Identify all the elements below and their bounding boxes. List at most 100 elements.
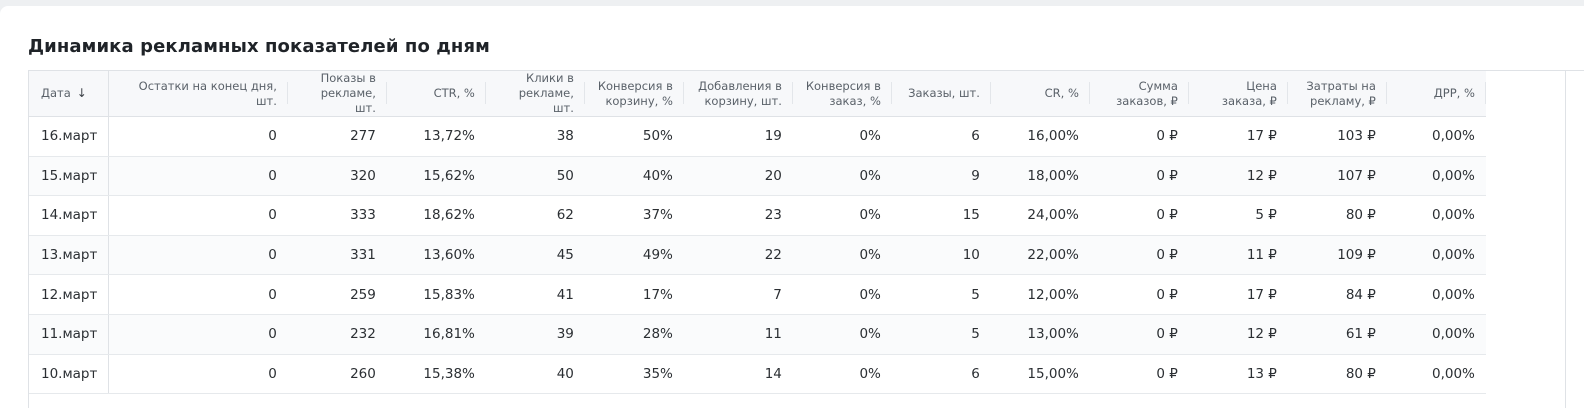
cell-order-conversion: 0% xyxy=(792,274,892,315)
cell-ad-impressions: 333 xyxy=(287,195,387,236)
column-header-label: Конверсия в корзину, % xyxy=(597,78,673,108)
column-header-ctr[interactable]: CTR, % xyxy=(386,71,486,117)
header-filler xyxy=(1485,71,1567,117)
cell-cart-additions: 14 xyxy=(683,354,793,395)
column-header-cr[interactable]: CR, % xyxy=(990,71,1090,117)
cell-date: 10.март xyxy=(29,354,110,395)
cell-cart-additions: 11 xyxy=(683,314,793,355)
column-divider[interactable] xyxy=(1286,82,1288,104)
cell-ad-clicks: 50 xyxy=(485,156,585,197)
cell-orders: 6 xyxy=(891,116,991,157)
cell-order-conversion: 0% xyxy=(792,116,892,157)
cell-orders-sum: 0 ₽ xyxy=(1089,195,1189,236)
column-header-label: Клики в рекламе, шт. xyxy=(518,71,574,115)
cell-drr: 0,00% xyxy=(1386,314,1486,355)
cell-cart-conversion: 17% xyxy=(584,274,684,315)
cell-cart-additions: 19 xyxy=(683,116,793,157)
column-header-ad-spend[interactable]: Затраты на рекламу, ₽ xyxy=(1287,71,1387,117)
cell-order-price: 12 ₽ xyxy=(1188,314,1288,355)
cell-ad-clicks: 62 xyxy=(485,195,585,236)
column-divider[interactable] xyxy=(583,82,585,104)
cell-ctr: 15,83% xyxy=(386,274,486,315)
column-header-drr[interactable]: ДРР, % xyxy=(1386,71,1486,117)
column-divider[interactable] xyxy=(890,82,892,104)
table-row: 11.март 0 232 16,81% 39 28% 11 0% 5 13,00% 0 ₽12 ₽… xyxy=(29,314,1567,355)
column-header-label: Затраты на рекламу, ₽ xyxy=(1306,78,1376,108)
cell-drr: 0,00% xyxy=(1386,354,1486,395)
cell-ctr: 15,62% xyxy=(386,156,486,197)
table-row: 13.март 0 331 13,60% 45 49% 22 0% 10 22,00% 0 ₽11 … xyxy=(29,235,1567,276)
column-divider[interactable] xyxy=(286,82,288,104)
column-divider[interactable] xyxy=(484,82,486,104)
cell-ad-clicks: 38 xyxy=(485,116,585,157)
column-header-orders-sum[interactable]: Сумма заказов, ₽ xyxy=(1089,71,1189,117)
column-header-cart-additions[interactable]: Добавления в корзину, шт. xyxy=(683,71,793,117)
column-divider[interactable] xyxy=(1187,82,1189,104)
cell-stock-end-of-day: 0 xyxy=(108,274,288,315)
column-divider[interactable] xyxy=(1385,82,1387,104)
cell-cr: 15,00% xyxy=(990,354,1090,395)
column-header-orders[interactable]: Заказы, шт. xyxy=(891,71,991,117)
cell-drr: 0,00% xyxy=(1386,195,1486,236)
column-divider[interactable] xyxy=(989,82,991,104)
cell-orders: 5 xyxy=(891,274,991,315)
cell-ad-spend: 80 ₽ xyxy=(1287,195,1387,236)
cell-cart-conversion: 28% xyxy=(584,314,684,355)
cell-ad-spend: 103 ₽ xyxy=(1287,116,1387,157)
column-header-order-conversion[interactable]: Конверсия в заказ, % xyxy=(792,71,892,117)
cell-orders-sum: 0 ₽ xyxy=(1089,116,1189,157)
cell-orders-sum: 0 ₽ xyxy=(1089,314,1189,355)
cell-cart-conversion: 49% xyxy=(584,235,684,276)
cell-ctr: 15,38% xyxy=(386,354,486,395)
cell-ad-impressions: 232 xyxy=(287,314,387,355)
sort-arrow-down-icon[interactable]: ↓ xyxy=(76,86,87,100)
cell-cr: 24,00% xyxy=(990,195,1090,236)
column-header-order-price[interactable]: Цена заказа, ₽ xyxy=(1188,71,1288,117)
cell-drr: 0,00% xyxy=(1386,274,1486,315)
cell-date: 15.март xyxy=(29,156,110,197)
column-header-label: ДРР, % xyxy=(1433,86,1475,100)
column-header-label: Заказы, шт. xyxy=(908,86,980,100)
column-header-label: Сумма заказов, ₽ xyxy=(1116,78,1178,108)
column-divider[interactable] xyxy=(385,82,387,104)
cell-order-price: 12 ₽ xyxy=(1188,156,1288,197)
cell-drr: 0,00% xyxy=(1386,156,1486,197)
cell-ad-clicks: 40 xyxy=(485,354,585,395)
column-divider[interactable] xyxy=(1088,82,1090,104)
row-filler xyxy=(1485,314,1567,355)
cell-orders-sum: 0 ₽ xyxy=(1089,235,1189,276)
cell-orders-sum: 0 ₽ xyxy=(1089,274,1189,315)
column-header-label: Конверсия в заказ, % xyxy=(805,78,881,108)
cell-cr: 16,00% xyxy=(990,116,1090,157)
cell-ad-impressions: 331 xyxy=(287,235,387,276)
cell-ad-spend: 109 ₽ xyxy=(1287,235,1387,276)
cell-stock-end-of-day: 0 xyxy=(108,156,288,197)
cell-date: 11.март xyxy=(29,314,110,355)
table-row: 14.март 0 333 18,62% 62 37% 23 0% 15 24,00% 0 ₽5 ₽… xyxy=(29,195,1567,236)
cell-orders: 9 xyxy=(891,156,991,197)
row-filler xyxy=(1485,235,1567,275)
cell-ctr: 16,81% xyxy=(386,314,486,355)
column-header-ad-clicks[interactable]: Клики в рекламе, шт. xyxy=(485,71,585,117)
cell-ad-clicks: 45 xyxy=(485,235,585,276)
cell-order-price: 5 ₽ xyxy=(1188,195,1288,236)
cell-order-conversion: 0% xyxy=(792,156,892,197)
cell-cart-additions: 7 xyxy=(683,274,793,315)
table-row: 10.март 0 260 15,38% 40 35% 14 0% 6 15,00% 0 ₽13 ₽… xyxy=(29,354,1567,395)
column-header-ad-impressions[interactable]: Показы в рекламе, шт. xyxy=(287,71,387,117)
column-header-stock-end-of-day[interactable]: Остатки на конец дня, шт. xyxy=(108,71,288,117)
column-header-cart-conversion[interactable]: Конверсия в корзину, % xyxy=(584,71,684,117)
column-divider[interactable] xyxy=(791,82,793,104)
table-row: 15.март 0 320 15,62% 50 40% 20 0% 9 18,00% 0 ₽12 ₽… xyxy=(29,156,1567,197)
table-header-row: Дата ↓ Остатки на конец дня, шт. Показы в р… xyxy=(29,71,1567,117)
cell-cart-conversion: 50% xyxy=(584,116,684,157)
column-divider[interactable] xyxy=(1484,82,1486,104)
row-filler xyxy=(1485,274,1567,315)
table-row: 12.март 0 259 15,83% 41 17% 7 0% 5 12,00% 0 ₽17 ₽8… xyxy=(29,274,1567,315)
cell-drr: 0,00% xyxy=(1386,116,1486,157)
column-divider[interactable] xyxy=(682,82,684,104)
row-filler xyxy=(1485,354,1567,394)
column-header-date[interactable]: Дата ↓ xyxy=(29,71,110,117)
cell-date: 12.март xyxy=(29,274,110,315)
column-header-label: Остатки на конец дня, шт. xyxy=(138,78,277,108)
